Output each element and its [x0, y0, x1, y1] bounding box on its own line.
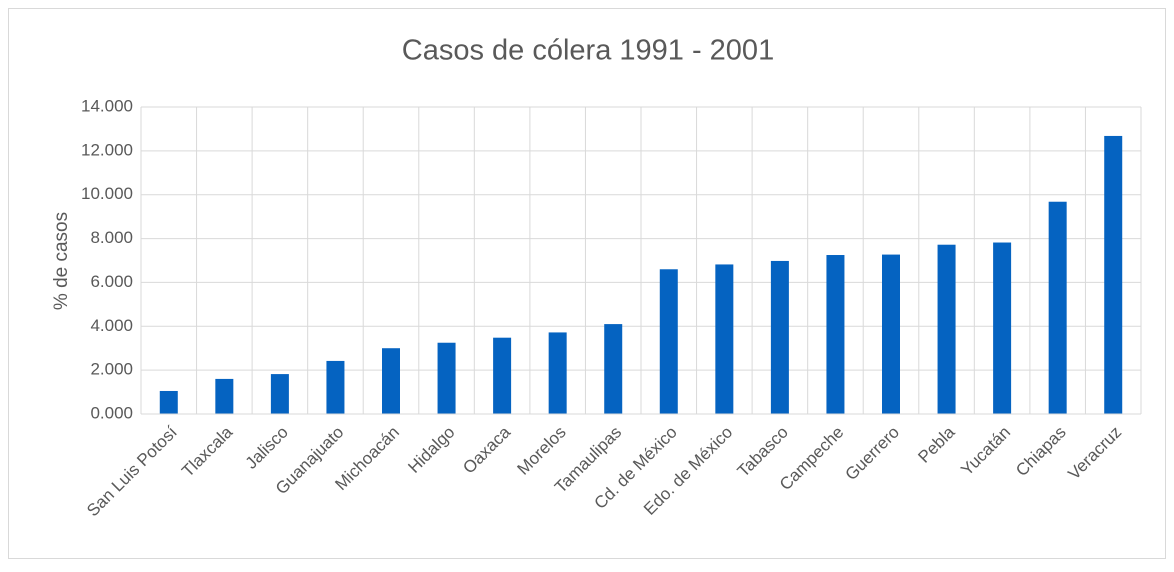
y-tick-label: 6.000 [90, 272, 133, 291]
bar [826, 255, 845, 414]
y-tick-label: 14.000 [81, 96, 133, 115]
bar [548, 332, 567, 414]
bar [270, 374, 289, 414]
bar [937, 244, 956, 414]
bar [326, 360, 345, 414]
y-tick-label: 12.000 [81, 140, 133, 159]
y-tick-label: 10.000 [81, 184, 133, 203]
y-tick-label: 4.000 [90, 316, 133, 335]
bar [493, 337, 512, 414]
bar [993, 242, 1012, 414]
bar [604, 324, 623, 414]
bar [215, 378, 234, 414]
bar [882, 254, 900, 414]
bar [715, 264, 734, 414]
bar [1048, 201, 1067, 414]
y-tick-label: 0.000 [90, 403, 133, 422]
y-tick-label: 2.000 [90, 360, 133, 379]
bar [770, 260, 789, 414]
y-axis-label: % de casos [51, 212, 72, 310]
bar [382, 348, 400, 414]
chart-border [8, 8, 1166, 559]
bar [437, 342, 456, 414]
bar [659, 269, 678, 414]
bar [1104, 135, 1123, 414]
bar [159, 390, 178, 414]
y-tick-label: 8.000 [90, 228, 133, 247]
chart-title: Casos de cólera 1991 - 2001 [402, 35, 774, 67]
